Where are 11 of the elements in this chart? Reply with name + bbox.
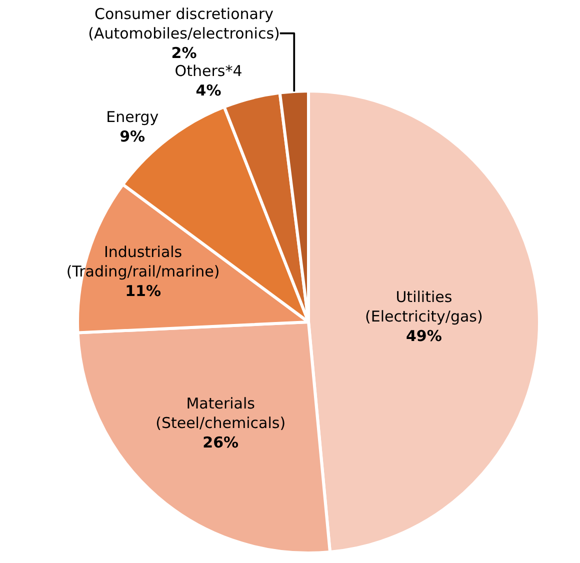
slice-label: Energy bbox=[106, 108, 159, 126]
data-label: 2% bbox=[171, 44, 197, 62]
data-label: 11% bbox=[125, 282, 161, 300]
data-label: 4% bbox=[196, 81, 222, 100]
data-label: 49% bbox=[406, 327, 442, 346]
data-label: 26% bbox=[202, 434, 239, 452]
data-label: 9% bbox=[120, 127, 146, 146]
slice-label: Others*4 bbox=[174, 62, 242, 80]
slice-label: Materials (Steel/chemicals) bbox=[156, 394, 286, 432]
slice-label: Consumer discretionary (Automobiles/electronics) bbox=[88, 4, 280, 42]
slice-label: Utilities (Electricity/gas) bbox=[365, 288, 483, 326]
